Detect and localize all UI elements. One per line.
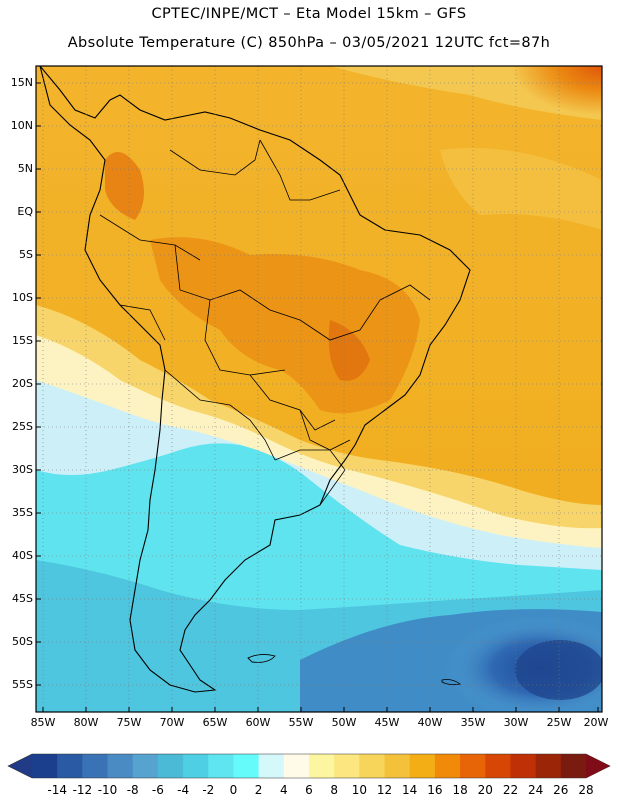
colorbar-label: 2 bbox=[254, 783, 263, 797]
lon-label: 85W bbox=[30, 716, 56, 729]
colorbar-label: -8 bbox=[126, 783, 139, 797]
colorbar-cell bbox=[283, 754, 310, 778]
lon-label: 40W bbox=[417, 716, 443, 729]
colorbar-label: 0 bbox=[229, 783, 238, 797]
lat-label: 35S bbox=[12, 506, 33, 519]
colorbar-cell bbox=[510, 754, 537, 778]
colorbar-label: 10 bbox=[351, 783, 368, 797]
colorbar-cell bbox=[384, 754, 411, 778]
map-field bbox=[36, 66, 602, 712]
lat-label: 45S bbox=[12, 592, 33, 605]
colorbar-label: -4 bbox=[177, 783, 190, 797]
colorbar-cell bbox=[485, 754, 511, 778]
colorbar-label: 14 bbox=[402, 783, 418, 797]
orange-hotspot-brazil bbox=[328, 320, 370, 381]
colorbar-cell bbox=[107, 754, 134, 778]
lon-label: 30W bbox=[503, 716, 529, 729]
lon-label: 65W bbox=[202, 716, 228, 729]
colorbar-label: 26 bbox=[553, 783, 569, 797]
lat-label: 50S bbox=[12, 635, 33, 648]
colorbar-label: 4 bbox=[279, 783, 288, 797]
title-line-2: Absolute Temperature (C) 850hPa – 03/05/… bbox=[67, 35, 551, 51]
lon-label: 60W bbox=[245, 716, 271, 729]
lon-label: 50W bbox=[331, 716, 357, 729]
colorbar-label: 8 bbox=[330, 783, 338, 797]
colorbar-cell bbox=[32, 754, 58, 778]
colorbar-cell bbox=[359, 754, 386, 778]
lat-label: 15S bbox=[12, 334, 33, 347]
colorbar-label: -14 bbox=[47, 783, 67, 797]
colorbar-label: -6 bbox=[151, 783, 164, 797]
colorbar-cell bbox=[132, 754, 159, 778]
colorbar-label: -12 bbox=[72, 783, 93, 797]
hot-patch-northeast bbox=[400, 66, 602, 176]
colorbar-label: 18 bbox=[452, 783, 468, 797]
lon-label: 70W bbox=[159, 716, 185, 729]
lon-label: 35W bbox=[460, 716, 486, 729]
lon-label: 80W bbox=[73, 716, 99, 729]
colorbar-label: -2 bbox=[202, 783, 215, 797]
colorbar-cell bbox=[157, 754, 184, 778]
continent-outline bbox=[39, 66, 471, 693]
colorbar-cell bbox=[560, 754, 587, 778]
colorbar-under-arrow bbox=[8, 754, 32, 778]
colorbar-label: 22 bbox=[502, 783, 519, 797]
lat-label: EQ bbox=[17, 205, 33, 218]
colorbar-cell bbox=[334, 754, 360, 778]
colorbar-cell bbox=[409, 754, 436, 778]
colorbar-label: 16 bbox=[427, 783, 443, 797]
colorbar-over-arrow bbox=[586, 754, 610, 778]
lon-label: 75W bbox=[116, 716, 142, 729]
map-frame bbox=[35, 65, 603, 713]
lon-label: 55W bbox=[288, 716, 314, 729]
lat-label: 20S bbox=[12, 377, 33, 390]
colorbar-cell bbox=[233, 754, 260, 778]
lat-label: 40S bbox=[12, 549, 33, 562]
orange-andes-north bbox=[105, 152, 144, 220]
colorbar-cell bbox=[57, 754, 83, 778]
lat-label: 10S bbox=[12, 291, 33, 304]
south-georgia bbox=[441, 679, 461, 686]
colorbar-label: -10 bbox=[97, 783, 118, 797]
colorbar-cell bbox=[460, 754, 486, 778]
colorbar-cell bbox=[208, 754, 234, 778]
colorbar-label: 12 bbox=[376, 783, 393, 797]
lon-label: 25W bbox=[546, 716, 572, 729]
axis-ticks bbox=[36, 82, 599, 712]
title-line-1: CPTEC/INPE/MCT – Eta Model 15km – GFS bbox=[151, 6, 467, 22]
colorbar-cell bbox=[535, 754, 562, 778]
lat-label: 5N bbox=[17, 162, 33, 175]
colorbar-label: 24 bbox=[527, 783, 544, 797]
colorbar-label: 28 bbox=[578, 783, 594, 797]
colorbar-label: 6 bbox=[305, 783, 313, 797]
lat-label: 10N bbox=[10, 119, 33, 132]
colorbar-cell bbox=[434, 754, 461, 778]
colorbar-cell bbox=[258, 754, 285, 778]
lon-label: 45W bbox=[374, 716, 400, 729]
colorbar-label: 20 bbox=[477, 783, 493, 797]
lon-label: 20W bbox=[583, 716, 609, 729]
lat-label: 30S bbox=[12, 463, 33, 476]
lat-label: 25S bbox=[12, 420, 33, 433]
lat-label: 15N bbox=[10, 76, 33, 89]
falkland-islands bbox=[247, 653, 276, 663]
lat-label: 5S bbox=[19, 248, 33, 261]
colorbar-cell bbox=[82, 754, 109, 778]
colorbar-cells bbox=[7, 753, 611, 779]
colorbar-cell bbox=[309, 754, 335, 778]
lat-label: 55S bbox=[12, 678, 33, 691]
country-borders bbox=[99, 139, 431, 506]
colorbar-cell bbox=[183, 754, 209, 778]
